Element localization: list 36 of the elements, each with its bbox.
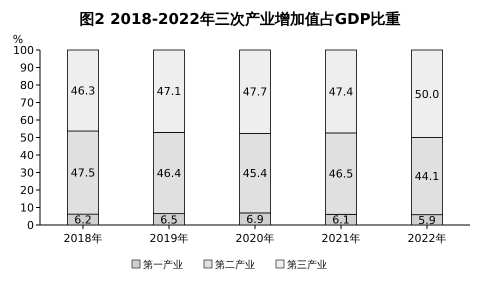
y-tick-label: 20: [20, 184, 34, 197]
y-tick-label: 0: [27, 219, 34, 232]
data-label: 47.4: [328, 85, 354, 98]
y-tick-label: 80: [20, 79, 34, 92]
x-tick-label: 2019年: [150, 232, 188, 245]
data-label: 44.1: [414, 170, 440, 184]
data-label: 46.5: [328, 168, 354, 181]
legend-label: 第一产业: [143, 259, 183, 271]
y-tick-label: 100: [13, 44, 34, 57]
y-tick-label: 90: [20, 62, 34, 74]
data-label: 46.4: [156, 167, 182, 180]
y-axis-title: %: [12, 33, 24, 46]
x-tick-label: 2020年: [236, 232, 274, 245]
data-label: 6.1: [332, 214, 350, 227]
y-tick-label: 40: [20, 149, 34, 162]
x-tick-label: 2021年: [322, 232, 360, 245]
x-tick-label: 2022年: [408, 232, 446, 245]
data-label: 6.5: [160, 213, 178, 226]
chart-title: 图2 2018-2022年三次产业增加值占GDP比重: [79, 10, 401, 28]
legend-label: 第三产业: [287, 259, 327, 271]
data-label: 50.0: [414, 88, 440, 101]
data-label: 46.3: [70, 84, 96, 98]
data-label: 45.4: [242, 167, 268, 180]
y-tick-label: 30: [20, 166, 34, 180]
data-label: 47.5: [70, 166, 96, 180]
data-label: 5.9: [418, 214, 436, 227]
y-tick-label: 60: [20, 114, 34, 127]
data-label: 6.9: [246, 212, 264, 226]
y-tick-label: 50: [20, 132, 34, 144]
x-tick-label: 2018年: [64, 232, 102, 245]
data-label: 47.1: [156, 85, 182, 98]
data-label: 47.7: [242, 86, 268, 99]
y-tick-label: 10: [20, 202, 34, 214]
legend-label: 第二产业: [215, 259, 255, 271]
data-label: 6.2: [74, 214, 92, 227]
y-tick-label: 70: [20, 96, 34, 110]
